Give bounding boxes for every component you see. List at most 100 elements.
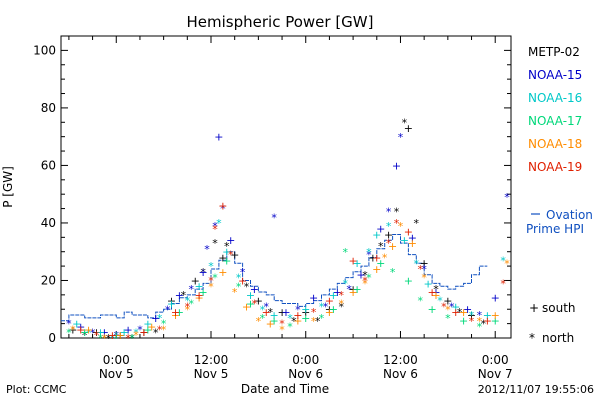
noaa-17-south-point: +: [352, 283, 361, 296]
noaa-18-north-point: *: [161, 323, 167, 336]
metp-02-south-point: +: [139, 326, 148, 339]
noaa-18-south-point: +: [266, 318, 275, 331]
noaa-17-north-point: *: [445, 312, 451, 325]
noaa-19-south-point: +: [171, 306, 180, 319]
noaa-17-north-point: *: [366, 272, 372, 285]
legend-noaa-15: NOAA-15: [528, 68, 582, 82]
metp-02-north-point: *: [362, 269, 368, 282]
noaa-19-south-point: +: [218, 200, 227, 213]
metp-02-south-point: +: [167, 295, 176, 308]
legend-noaa-19: NOAA-19: [528, 160, 582, 174]
noaa-18-north-point: *: [279, 323, 285, 336]
noaa-15-north-point: *: [264, 300, 270, 313]
metp-02-north-point: *: [291, 315, 297, 328]
north-star-symbol: *: [529, 331, 535, 345]
metp-02-north-point: *: [181, 289, 187, 302]
noaa-19-north-point: *: [125, 332, 131, 345]
noaa-16-north-point: *: [185, 295, 191, 308]
noaa-18-south-point: +: [325, 306, 334, 319]
noaa-18-north-point: *: [232, 286, 238, 299]
noaa-15-south-point: +: [376, 223, 385, 236]
noaa-18-south-point: +: [408, 237, 417, 250]
noaa-19-north-point: *: [157, 323, 163, 336]
metp-02-south-point: +: [218, 251, 227, 264]
metp-02-south-point: +: [277, 306, 286, 319]
noaa-19-north-point: *: [94, 329, 100, 342]
noaa-17-north-point: *: [236, 280, 242, 293]
noaa-17-north-point: *: [417, 295, 423, 308]
noaa-18-north-point: *: [504, 257, 510, 270]
noaa-19-south-point: +: [293, 309, 302, 322]
noaa-15-south-point: +: [175, 289, 184, 302]
metp-02-south-point: +: [191, 274, 200, 287]
x-tick-label-time: 12:00: [194, 353, 229, 367]
metp-02-south-point: +: [384, 228, 393, 241]
metp-02-north-point: *: [339, 300, 345, 313]
x-tick-label-date: Nov 6: [288, 367, 323, 381]
noaa-15-south-point: +: [281, 306, 290, 319]
noaa-17-south-point: +: [404, 274, 413, 287]
noaa-18-south-point: +: [147, 320, 156, 333]
noaa-19-north-point: *: [362, 275, 368, 288]
noaa-18-north-point: *: [70, 323, 76, 336]
noaa-19-north-point: *: [279, 318, 285, 331]
noaa-15-north-point: *: [212, 220, 218, 233]
noaa-17-north-point: *: [477, 321, 483, 334]
metp-02-north-point: *: [212, 237, 218, 250]
noaa-18-north-point: *: [208, 280, 214, 293]
noaa-15-north-point: *: [271, 211, 277, 224]
plot-source: Plot: CCMC: [6, 383, 67, 396]
y-tick-label: 40: [41, 216, 56, 230]
noaa-16-north-point: *: [414, 257, 420, 270]
noaa-16-north-point: *: [437, 295, 443, 308]
noaa-18-north-point: *: [256, 315, 262, 328]
noaa-18-south-point: +: [372, 263, 381, 276]
noaa-15-north-point: *: [137, 323, 143, 336]
noaa-15-north-point: *: [189, 283, 195, 296]
noaa-15-south-point: +: [356, 269, 365, 282]
noaa-15-north-point: *: [346, 283, 352, 296]
metp-02-south-point: +: [368, 251, 377, 264]
noaa-18-south-point: +: [84, 323, 93, 336]
noaa-16-south-point: +: [195, 280, 204, 293]
noaa-16-south-point: +: [270, 309, 279, 322]
metp-02-north-point: *: [481, 318, 487, 331]
noaa-15-south-point: +: [392, 159, 401, 172]
noaa-18-south-point: +: [293, 315, 302, 328]
legend-north: north: [542, 331, 574, 345]
noaa-15-south-point: +: [431, 286, 440, 299]
noaa-16-south-point: +: [246, 289, 255, 302]
metp-02-south-point: +: [68, 323, 77, 336]
noaa-19-south-point: +: [139, 326, 148, 339]
legend-ovation-line1: Ovation: [546, 208, 593, 222]
noaa-15-south-point: +: [123, 323, 132, 336]
noaa-16-south-point: +: [167, 297, 176, 310]
noaa-19-north-point: *: [441, 300, 447, 313]
noaa-15-north-point: *: [220, 203, 226, 216]
noaa-16-north-point: *: [110, 332, 116, 345]
noaa-19-south-point: +: [483, 315, 492, 328]
legend-south: south: [542, 301, 576, 315]
noaa-17-south-point: +: [491, 315, 500, 328]
noaa-16-south-point: +: [143, 318, 152, 331]
noaa-19-north-point: *: [386, 237, 392, 250]
noaa-18-north-point: *: [445, 303, 451, 316]
noaa-19-north-point: *: [212, 223, 218, 236]
metp-02-north-point: *: [433, 283, 439, 296]
noaa-15-south-point: +: [226, 234, 235, 247]
data-marks: + * + * + * + *+ *+**+*+*+* +*+*+ *+*+*+**+*+*+* +*…: [66, 116, 510, 345]
noaa-16-north-point: *: [208, 260, 214, 273]
y-tick-label: 60: [41, 158, 56, 172]
metp-02-north-point: *: [414, 217, 420, 230]
noaa-18-north-point: *: [311, 315, 317, 328]
x-tick-label-date: Nov 6: [383, 367, 418, 381]
noaa-18-south-point: +: [491, 309, 500, 322]
noaa-18-north-point: *: [382, 252, 388, 265]
ovation-hpi-line: [61, 234, 488, 322]
noaa-17-south-point: +: [427, 303, 436, 316]
metp-02-north-point: *: [200, 266, 206, 279]
noaa-19-north-point: *: [417, 263, 423, 276]
noaa-19-north-point: *: [252, 298, 258, 311]
metp-02-south-point: +: [348, 283, 357, 296]
